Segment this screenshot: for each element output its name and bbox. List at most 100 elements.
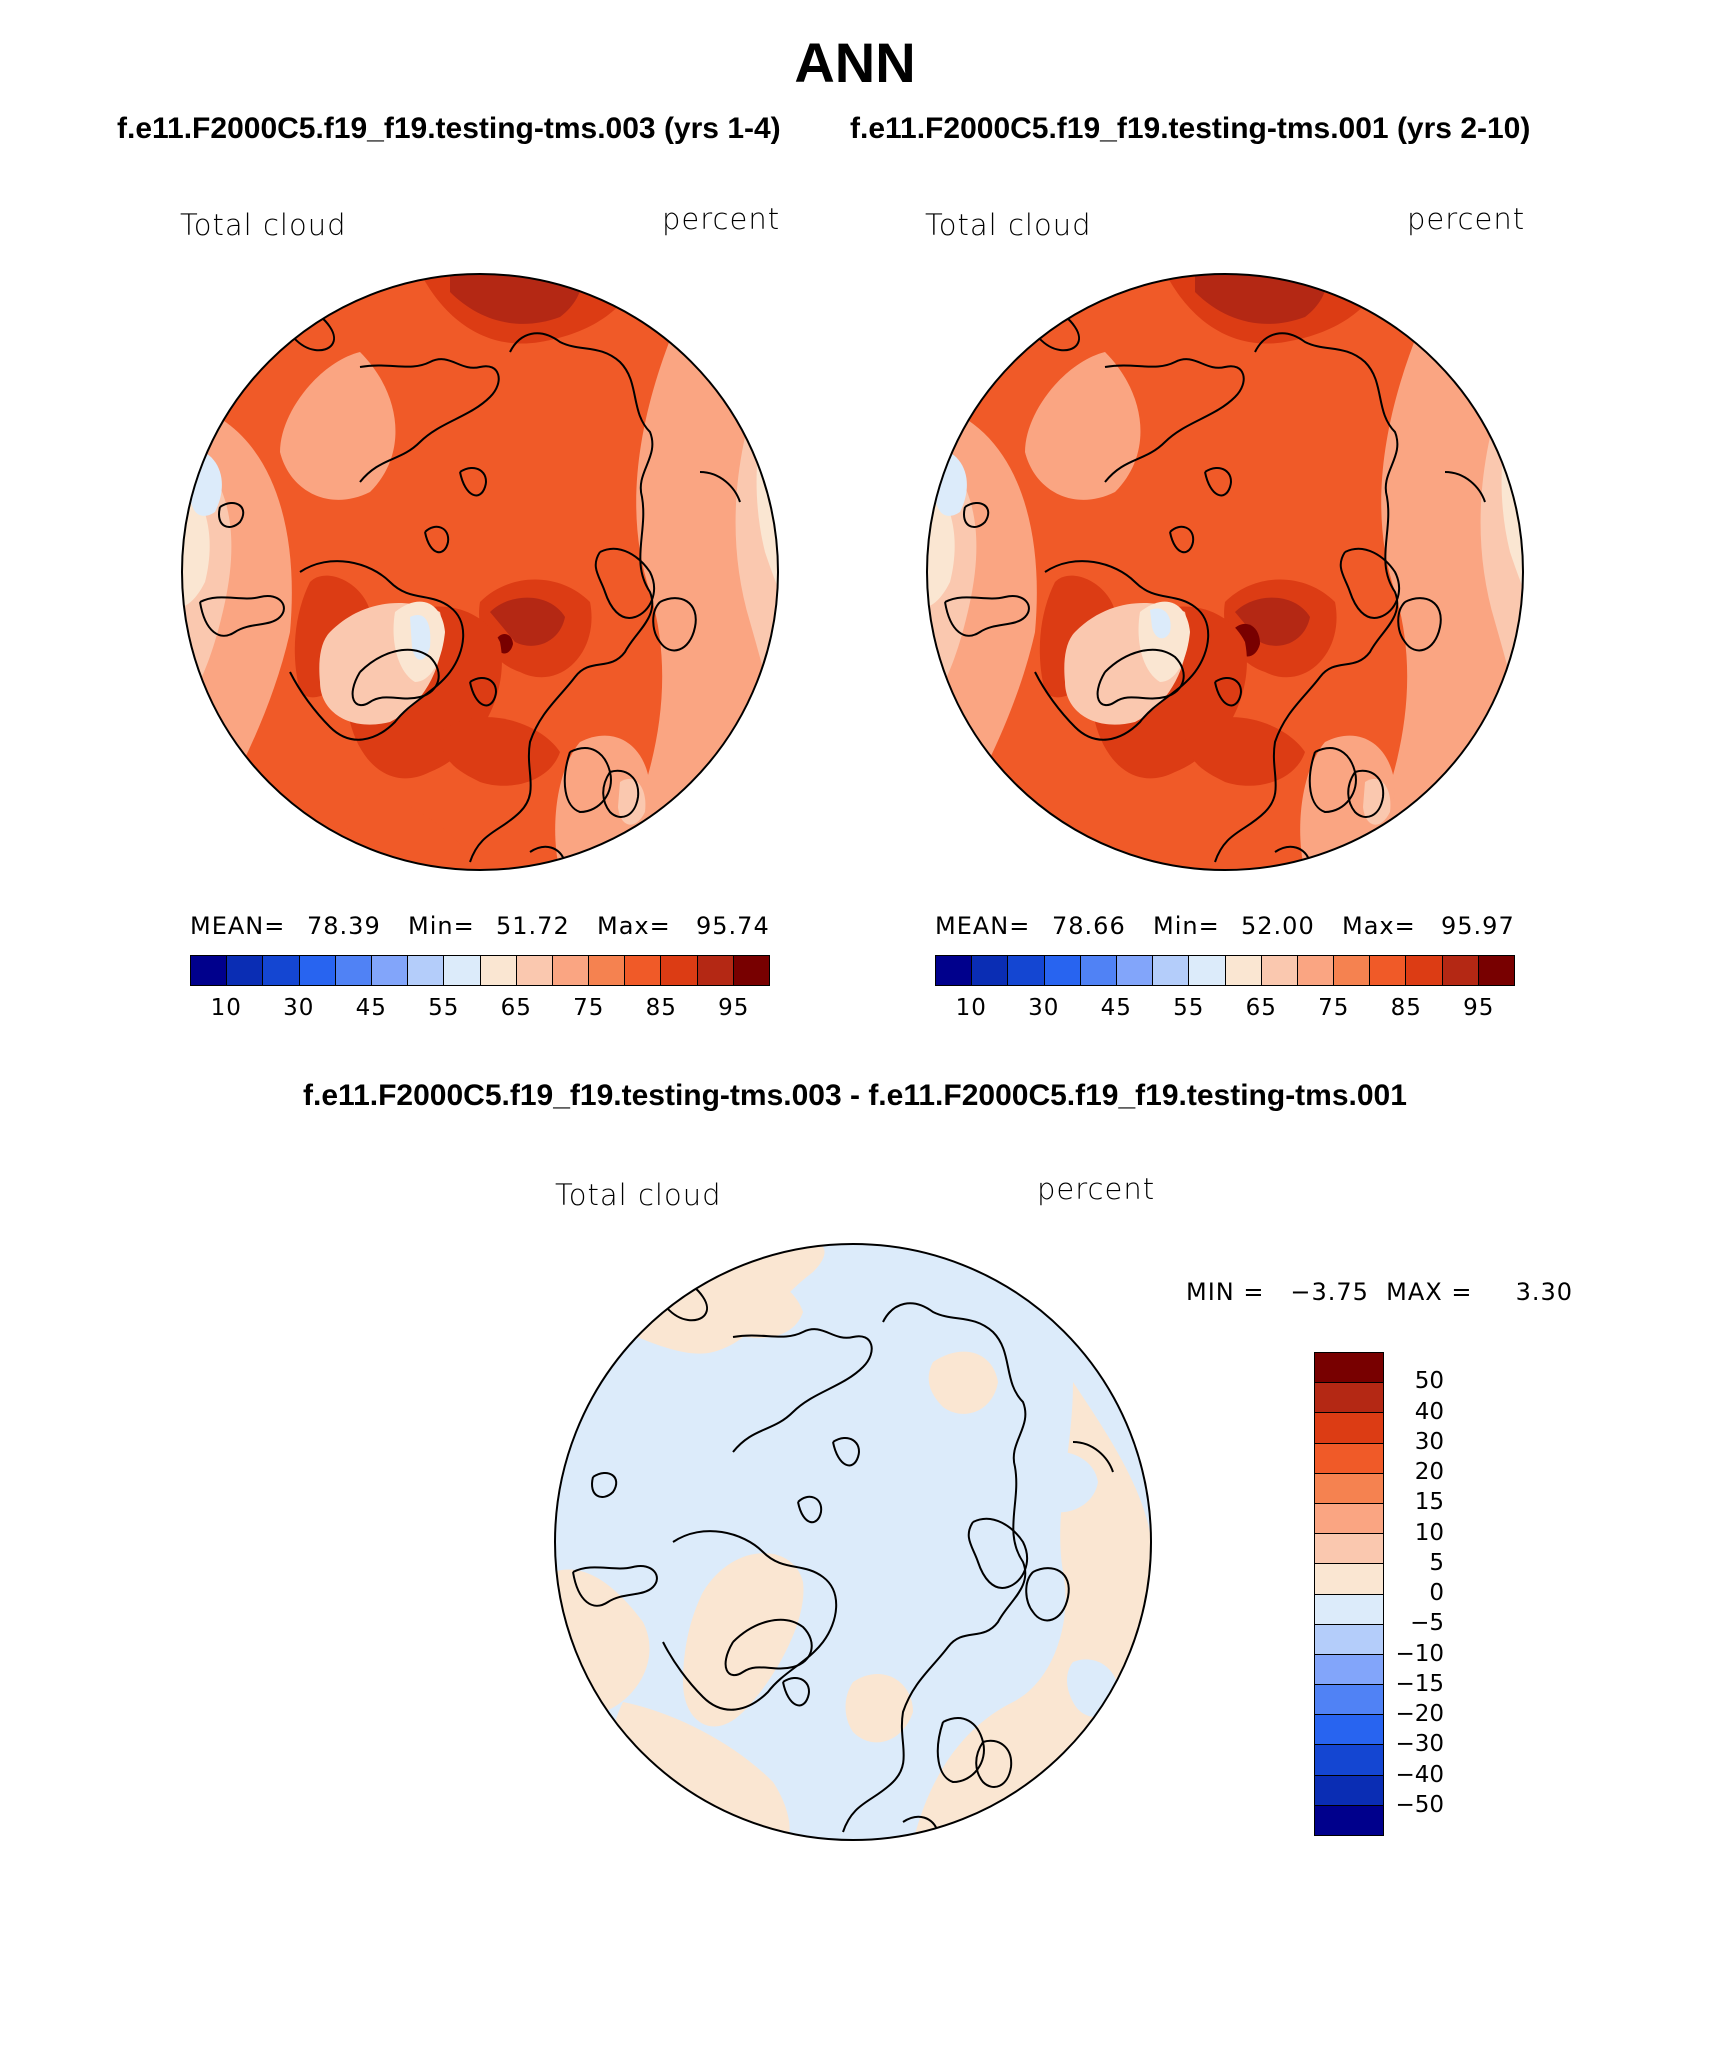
left-mean-value: 78.39 [307,912,381,940]
right-mean-label: MEAN= [935,912,1031,940]
colorbar-cell [1334,956,1371,985]
right-min-label: Min= [1153,912,1220,940]
colorbar-tick-label: 85 [1390,995,1422,1021]
colorbar-cell [1153,956,1190,985]
colorbar-tick-label: 65 [500,995,532,1021]
right-mean-value: 78.66 [1052,912,1126,940]
colorbar-cell [552,956,590,985]
colorbar-cell [1315,1775,1383,1806]
colorbar-tick-label: 75 [1318,995,1350,1021]
colorbar-cell [1315,1534,1383,1565]
right-colorbar-ticks: 10 30 45 55 65 75 85 95 [935,995,1515,1025]
colorbar-tick-label: 30 [283,995,315,1021]
colorbar-tick-label: −5 [1410,1610,1444,1637]
colorbar-cell [1080,956,1117,985]
right-polar-map [926,273,1524,871]
diff-minmax: MIN = −3.75 MAX = 3.30 [1186,1278,1574,1306]
colorbar-cell [1478,956,1514,985]
colorbar-tick-label: 50 [1414,1368,1444,1395]
left-min-value: 51.72 [496,912,570,940]
colorbar-cell [1189,956,1226,985]
right-max-value: 95.97 [1441,912,1515,940]
colorbar-cell [335,956,372,985]
colorbar-tick-label: 85 [645,995,677,1021]
right-variable-label: Total cloud [925,208,1092,242]
right-min-value: 52.00 [1241,912,1315,940]
colorbar-cell [1442,956,1479,985]
diff-colorbar-ticks: 50 40 30 20 15 10 5 0 −5 −10 −15 −20 −30 −40 −50 [1384,1352,1454,1836]
left-colorbar [190,955,770,986]
colorbar-cell [191,956,228,985]
left-units-label: percent [662,202,781,236]
colorbar-tick-label: 75 [573,995,605,1021]
colorbar-cell [1315,1745,1383,1776]
colorbar-tick-label: −20 [1395,1701,1444,1727]
left-mean-label: MEAN= [190,912,286,940]
left-min-label: Min= [408,912,475,940]
colorbar-tick-label: 20 [1414,1459,1444,1485]
diff-polar-map [554,1243,1152,1841]
colorbar-cell [1370,956,1407,985]
colorbar-tick-label: −40 [1395,1761,1444,1788]
colorbar-cell [299,956,336,985]
colorbar-tick-label: 10 [210,995,242,1021]
diff-colorbar [1314,1352,1384,1836]
colorbar-tick-label: 95 [1463,995,1495,1021]
colorbar-cell [1044,956,1081,985]
right-colorbar [935,955,1515,986]
colorbar-cell [1315,1715,1383,1746]
colorbar-cell [1315,1805,1383,1835]
colorbar-cell [661,956,698,985]
colorbar-cell [733,956,769,985]
right-units-label: percent [1407,202,1526,236]
colorbar-tick-label: −50 [1395,1791,1444,1818]
colorbar-cell [227,956,264,985]
colorbar-cell [1315,1685,1383,1716]
colorbar-cell [444,956,481,985]
right-max-label: Max= [1342,912,1416,940]
colorbar-cell [1315,1624,1383,1655]
colorbar-tick-label: 5 [1429,1549,1444,1576]
colorbar-tick-label: 45 [355,995,387,1021]
colorbar-tick-label: 30 [1414,1428,1444,1455]
colorbar-tick-label: 95 [718,995,750,1021]
colorbar-tick-label: 55 [428,995,460,1021]
colorbar-cell [480,956,517,985]
colorbar-tick-label: −10 [1395,1640,1444,1667]
left-polar-map [181,273,779,871]
colorbar-cell [972,956,1009,985]
diff-units-label: percent [1037,1172,1156,1206]
colorbar-cell [625,956,662,985]
colorbar-tick-label: 65 [1245,995,1277,1021]
colorbar-cell [1315,1473,1383,1504]
colorbar-tick-label: 0 [1429,1580,1444,1606]
colorbar-tick-label: 45 [1100,995,1132,1021]
left-max-value: 95.74 [696,912,770,940]
colorbar-cell [1261,956,1298,985]
left-max-label: Max= [597,912,671,940]
colorbar-tick-label: 40 [1414,1398,1444,1425]
colorbar-cell [371,956,409,985]
colorbar-cell [697,956,734,985]
colorbar-cell [1315,1353,1383,1384]
colorbar-cell [1225,956,1262,985]
colorbar-tick-label: −15 [1395,1670,1444,1697]
diff-variable-label: Total cloud [555,1178,722,1212]
colorbar-cell [589,956,626,985]
colorbar-cell [1315,1383,1383,1414]
diff-title: f.e11.F2000C5.f19_f19.testing-tms.003 - … [303,1079,1407,1112]
colorbar-cell [1297,956,1335,985]
colorbar-cell [1116,956,1154,985]
colorbar-cell [1406,956,1443,985]
colorbar-tick-label: −30 [1395,1731,1444,1758]
colorbar-cell [1008,956,1045,985]
colorbar-cell [1315,1443,1383,1474]
colorbar-cell [936,956,973,985]
colorbar-cell [1315,1503,1383,1535]
subtitle-left: f.e11.F2000C5.f19_f19.testing-tms.003 (y… [117,112,781,145]
colorbar-cell [1315,1564,1383,1595]
left-colorbar-ticks: 10 30 45 55 65 75 85 95 [190,995,770,1025]
colorbar-tick-label: 10 [955,995,987,1021]
subtitle-right: f.e11.F2000C5.f19_f19.testing-tms.001 (y… [850,112,1531,145]
colorbar-cell [408,956,445,985]
